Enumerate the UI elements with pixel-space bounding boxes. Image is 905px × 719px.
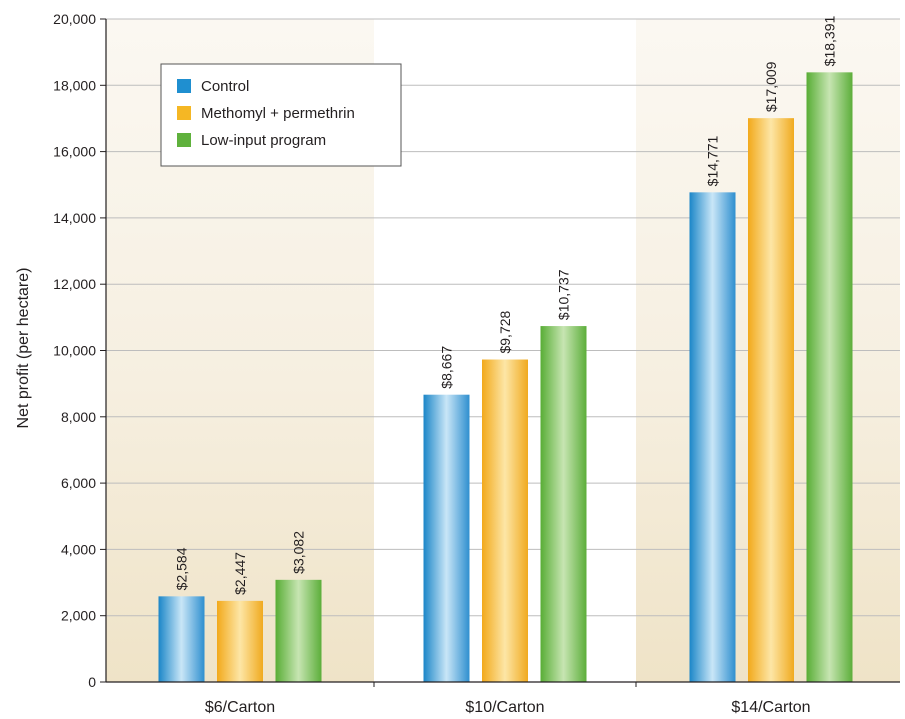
y-tick-label: 0 — [88, 674, 96, 690]
x-tick-labels: $6/Carton $10/Carton $14/Carton — [205, 699, 811, 716]
data-label: $14,771 — [705, 136, 721, 187]
y-tick-label: 2,000 — [61, 608, 96, 624]
y-tick-label: 12,000 — [53, 276, 96, 292]
x-tick-label: $14/Carton — [731, 699, 810, 716]
data-label: $17,009 — [763, 61, 779, 112]
x-tick-label: $10/Carton — [465, 699, 544, 716]
y-tick-label: 10,000 — [53, 343, 96, 359]
y-tick-label: 4,000 — [61, 541, 96, 557]
bar-methomyl-permethrin-3 — [748, 118, 794, 682]
legend: Control Methomyl + permethrin Low-input pr… — [161, 64, 401, 166]
legend-swatch — [177, 106, 191, 120]
data-label: $18,391 — [822, 16, 838, 67]
y-tick-label: 18,000 — [53, 77, 96, 93]
data-label: $3,082 — [291, 531, 307, 574]
bar-low-input-program-1 — [276, 580, 322, 682]
y-tick-labels: 0 2,000 4,000 6,000 8,000 10,000 12,000 14,000 1… — [53, 11, 96, 690]
y-tick-label: 8,000 — [61, 409, 96, 425]
legend-swatch — [177, 133, 191, 147]
data-label: $2,584 — [174, 547, 190, 590]
legend-label: Low-input program — [201, 132, 326, 149]
bar-control-2 — [424, 395, 470, 682]
y-tick-label: 14,000 — [53, 210, 96, 226]
data-label: $2,447 — [232, 552, 248, 595]
y-axis-title: Net profit (per hectare) — [15, 268, 32, 429]
legend-label: Methomyl + permethrin — [201, 105, 355, 122]
x-tick-label: $6/Carton — [205, 699, 275, 716]
bar-methomyl-permethrin-1 — [217, 601, 263, 682]
bar-low-input-program-3 — [807, 72, 853, 682]
y-tick-label: 20,000 — [53, 11, 96, 27]
bar-control-3 — [690, 192, 736, 682]
y-tick-label: 16,000 — [53, 144, 96, 160]
data-label: $9,728 — [497, 310, 513, 353]
data-label: $8,667 — [439, 346, 455, 389]
bar-control-1 — [159, 596, 205, 682]
data-label: $10,737 — [556, 269, 572, 320]
bar-methomyl-permethrin-2 — [482, 360, 528, 682]
bar-low-input-program-2 — [541, 326, 587, 682]
y-tick-label: 6,000 — [61, 475, 96, 491]
legend-label: Control — [201, 78, 249, 95]
legend-swatch — [177, 79, 191, 93]
